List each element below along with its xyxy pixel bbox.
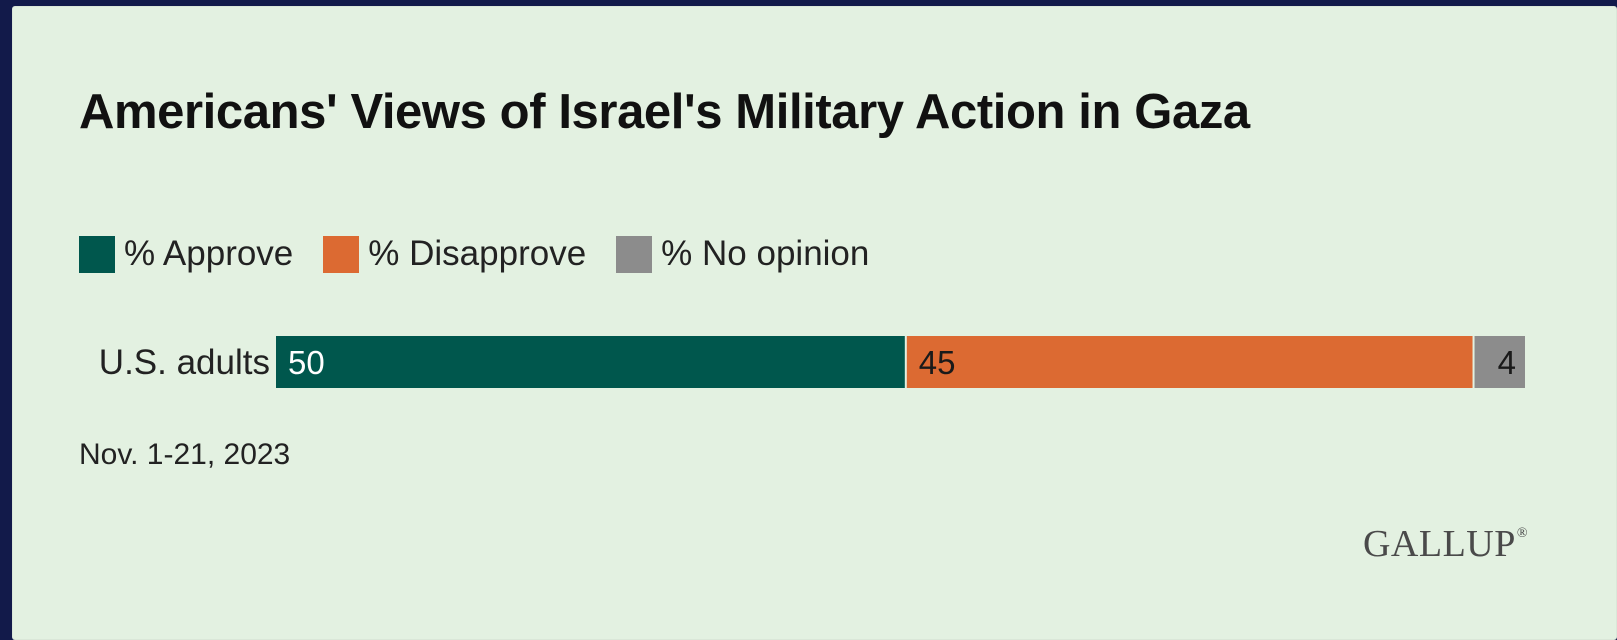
data-label-approve: 50 xyxy=(288,344,325,381)
bar-segment-no-opinion xyxy=(1474,336,1525,388)
legend: % Approve % Disapprove % No opinion xyxy=(79,234,899,274)
bar-segment-disapprove xyxy=(906,336,1473,388)
chart-card: Americans' Views of Israel's Military Ac… xyxy=(12,6,1617,640)
survey-date-note: Nov. 1-21, 2023 xyxy=(79,438,291,471)
legend-label-no-opinion: % No opinion xyxy=(661,234,870,273)
legend-label-disapprove: % Disapprove xyxy=(368,234,587,273)
legend-item-no-opinion: % No opinion xyxy=(616,234,869,274)
legend-swatch-approve xyxy=(79,235,115,273)
legend-item-disapprove: % Disapprove xyxy=(323,234,586,274)
category-label-us-adults: U.S. adults xyxy=(98,343,270,382)
registered-mark: ® xyxy=(1516,526,1528,541)
stacked-bar-plot: 50 45 4 xyxy=(276,336,1525,388)
chart-title: Americans' Views of Israel's Military Ac… xyxy=(79,85,1250,139)
legend-item-approve: % Approve xyxy=(79,234,293,274)
gallup-logo: GALLUP® xyxy=(1363,522,1528,566)
legend-label-approve: % Approve xyxy=(124,234,294,273)
data-label-disapprove: 45 xyxy=(919,344,956,381)
data-label-no-opinion: 4 xyxy=(1498,344,1516,381)
bar-segment-approve xyxy=(276,336,905,388)
logo-text: GALLUP xyxy=(1362,523,1516,565)
legend-swatch-disapprove xyxy=(323,235,360,273)
legend-swatch-no-opinion xyxy=(616,235,653,273)
